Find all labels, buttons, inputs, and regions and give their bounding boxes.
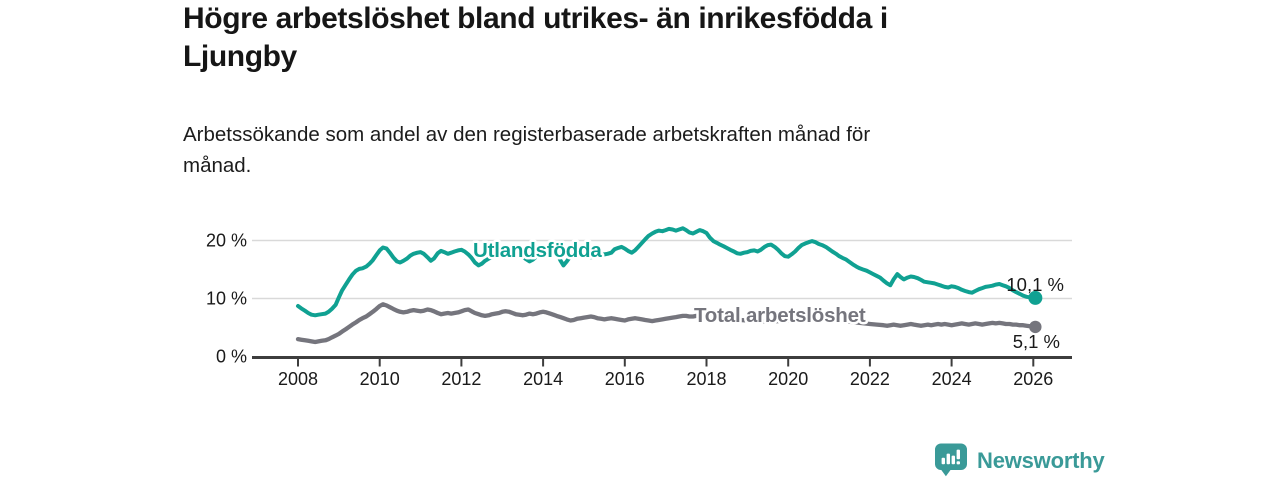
x-tick-label: 2018 [686, 369, 726, 389]
chart-subtitle: Arbetssökande som andel av den registerb… [183, 123, 871, 177]
x-tick-label: 2008 [278, 369, 318, 389]
logo-bubble [935, 443, 967, 477]
series-end-dot-utlandsfodda [1028, 290, 1043, 305]
x-tick-label: 2022 [850, 369, 890, 389]
series-line-total [295, 302, 1038, 345]
series-end-value-utlandsfodda: 10,1 % [1006, 274, 1064, 295]
series-end-dot-total [1029, 320, 1042, 334]
brand-footer: Newsworthy [934, 443, 1105, 478]
x-tick-label: 2014 [523, 369, 563, 389]
x-tick-label: 2026 [1013, 369, 1053, 389]
logo-bars [941, 449, 960, 465]
series-label-utlandsfodda: Utlandsfödda [473, 239, 602, 262]
series-label-total: Total arbetslöshet [694, 304, 866, 327]
y-tick-label: 20 % [206, 231, 247, 251]
series-line-utlandsfodda [296, 226, 1038, 318]
x-tick-label: 2024 [932, 369, 972, 389]
x-tick-label: 2016 [605, 369, 645, 389]
x-tick-label: 2012 [441, 369, 481, 389]
newsworthy-logo-icon [935, 443, 967, 477]
x-tick-label: 2020 [768, 369, 808, 389]
x-tick-label: 2010 [360, 369, 400, 389]
series-end-value-total: 5,1 % [1013, 331, 1060, 352]
y-tick-label: 0 % [216, 347, 247, 367]
chart-title: Högre arbetslöshet bland utrikes- än inr… [183, 2, 888, 73]
brand-name: Newsworthy [977, 447, 1105, 473]
y-tick-label: 10 % [206, 289, 247, 309]
